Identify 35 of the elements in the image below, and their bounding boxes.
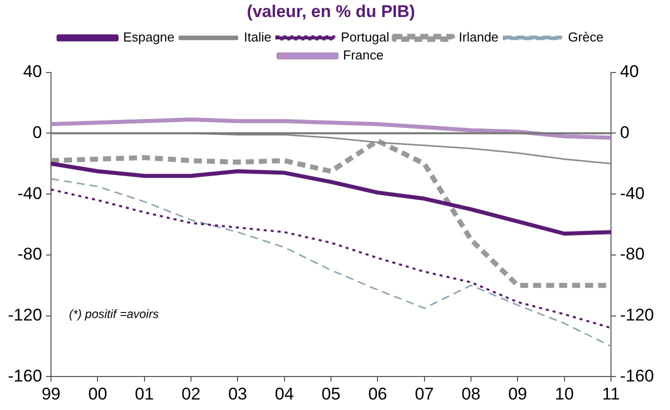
x-tick-label: 07 xyxy=(414,384,434,404)
x-tick-label: 10 xyxy=(554,384,574,404)
x-tick-label: 01 xyxy=(134,384,154,404)
y2-tick-label: 0 xyxy=(620,122,630,142)
x-tick-label: 08 xyxy=(462,384,480,404)
y-tick-label: 0 xyxy=(32,122,42,142)
y2-tick-label: 40 xyxy=(620,62,639,82)
legend-label: Italie xyxy=(244,29,272,44)
y2-tick-label: -80 xyxy=(620,244,645,264)
legend-label: Grèce xyxy=(568,29,604,44)
line-series xyxy=(50,178,612,347)
legend-label: Portugal xyxy=(340,29,390,44)
x-tick-label: 09 xyxy=(508,384,528,404)
y2-tick-label: -160 xyxy=(620,366,654,386)
x-tick-label: 06 xyxy=(368,384,388,404)
line-series xyxy=(50,188,612,329)
y2-tick-label: -40 xyxy=(620,184,645,203)
y-tick-label: 40 xyxy=(23,62,42,82)
x-tick-label: 05 xyxy=(322,384,340,404)
legend-label: France xyxy=(343,47,384,62)
y2-tick-label: -120 xyxy=(620,305,654,324)
annotation: (*) positif =avoirs xyxy=(69,306,159,321)
chart-title: (valeur, en % du PIB) xyxy=(246,2,416,21)
x-tick-label: 00 xyxy=(88,384,108,404)
x-tick-label: 03 xyxy=(228,384,248,404)
y-tick-label: -40 xyxy=(17,184,42,203)
x-tick-label: 11 xyxy=(602,384,620,404)
y-tick-label: -160 xyxy=(8,366,42,386)
legend-label: Irlande xyxy=(458,29,499,44)
x-tick-label: 99 xyxy=(42,384,60,404)
x-tick-label: 04 xyxy=(274,384,294,404)
y-tick-label: -120 xyxy=(8,305,42,324)
y-tick-label: -80 xyxy=(17,244,42,264)
legend-label: Espagne xyxy=(123,29,174,44)
x-tick-label: 02 xyxy=(182,384,200,404)
